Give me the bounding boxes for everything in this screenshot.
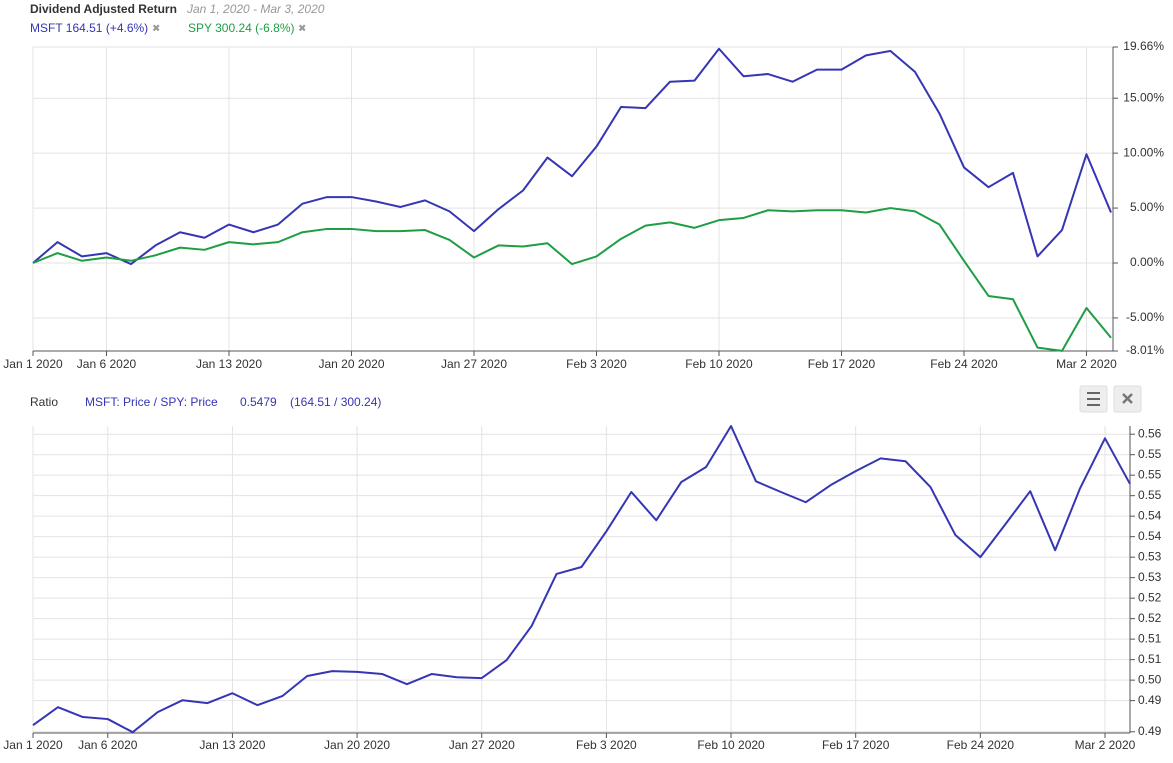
x-tick-label: Feb 10 2020 [685,357,753,371]
y-tick-label: 0.54 [1138,508,1162,522]
y-tick-label: 0.49 [1138,693,1162,707]
close-button[interactable] [1113,385,1142,413]
y-tick-label: 0.51 [1138,652,1162,666]
legend-entry: MSFT 164.51 (+4.6%) [30,21,148,35]
x-tick-label: Jan 27 2020 [441,357,507,371]
chart-subtitle: Jan 1, 2020 - Mar 3, 2020 [186,2,325,16]
x-tick-label: Jan 20 2020 [318,357,384,371]
remove-icon[interactable]: ✖ [298,24,306,35]
y-tick-label: 19.66% [1123,39,1164,53]
x-tick-label: Feb 24 2020 [930,357,998,371]
series-line [32,47,1112,266]
menu-button[interactable] [1079,385,1108,413]
x-tick-label: Jan 20 2020 [324,738,390,752]
y-tick-label: 0.55 [1138,467,1162,481]
x-tick-label: Jan 6 2020 [77,357,137,371]
x-tick-label: Jan 13 2020 [196,357,262,371]
x-tick-label: Jan 13 2020 [199,738,265,752]
y-tick-label: 0.51 [1138,631,1162,645]
annotation: 0.5479 [240,395,277,409]
x-tick-label: Jan 27 2020 [449,738,515,752]
y-tick-label: 0.52 [1138,590,1162,604]
legend-entry: SPY 300.24 (-6.8%) [188,21,295,35]
y-tick-label: 0.53 [1138,549,1162,563]
x-tick-label: Jan 6 2020 [78,738,138,752]
y-tick-label: 0.52 [1138,611,1162,625]
y-tick-label: -8.01% [1126,343,1164,357]
legend-entry: MSFT: Price / SPY: Price [85,395,218,409]
x-tick-label: Feb 24 2020 [947,738,1015,752]
y-tick-label: 5.00% [1130,200,1164,214]
x-tick-label: Feb 10 2020 [697,738,765,752]
y-tick-label: 15.00% [1123,90,1164,104]
y-tick-label: 10.00% [1123,145,1164,159]
y-tick-label: 0.50 [1138,672,1162,686]
chart-title: Ratio [30,395,58,409]
x-tick-label: Feb 17 2020 [822,738,890,752]
y-tick-label: -5.00% [1126,310,1164,324]
x-tick-label: Feb 3 2020 [576,738,637,752]
y-tick-label: 0.00% [1130,255,1164,269]
y-tick-label: 0.56 [1138,426,1162,440]
annotation: (164.51 / 300.24) [290,395,381,409]
chart-title: Dividend Adjusted Return [30,2,177,16]
y-tick-label: 0.53 [1138,570,1162,584]
x-tick-label: Jan 1 2020 [3,357,63,371]
x-tick-label: Feb 17 2020 [808,357,876,371]
series-line [32,425,1131,734]
series-line [32,207,1112,352]
x-tick-label: Mar 2 2020 [1056,357,1117,371]
x-tick-label: Jan 1 2020 [3,738,63,752]
y-tick-label: 0.55 [1138,447,1162,461]
y-tick-label: 0.55 [1138,488,1162,502]
x-tick-label: Mar 2 2020 [1075,738,1136,752]
y-tick-label: 0.54 [1138,529,1162,543]
y-tick-label: 0.49 [1138,724,1162,738]
x-tick-label: Feb 3 2020 [566,357,627,371]
remove-icon[interactable]: ✖ [152,24,160,35]
